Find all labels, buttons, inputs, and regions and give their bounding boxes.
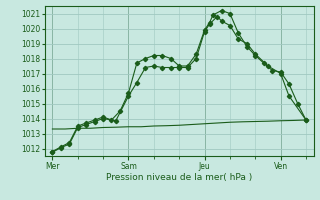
X-axis label: Pression niveau de la mer( hPa ): Pression niveau de la mer( hPa ) (106, 173, 252, 182)
